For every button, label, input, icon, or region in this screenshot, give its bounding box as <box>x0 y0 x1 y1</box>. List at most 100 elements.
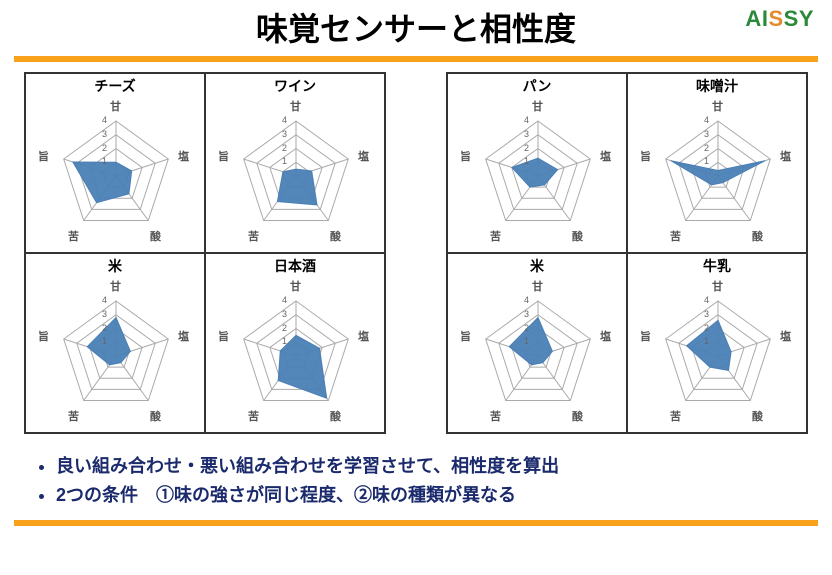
scale-2: 2 <box>524 143 529 153</box>
axis-label-0: 甘 <box>532 98 543 114</box>
axis-label-4: 旨 <box>38 328 49 344</box>
axis-label-1: 塩 <box>780 148 791 164</box>
scale-4: 4 <box>704 295 709 305</box>
radar-cell-0-2: 米 甘塩酸苦旨1234 <box>25 253 205 433</box>
cell-title: ワイン <box>206 74 384 96</box>
scale-1: 1 <box>524 336 529 346</box>
logo: AISSY <box>745 6 814 32</box>
logo-s: S <box>768 6 783 31</box>
axis-label-2: 酸 <box>572 228 583 244</box>
axis-label-3: 苦 <box>248 228 259 244</box>
scale-3: 3 <box>282 309 287 319</box>
axis-label-0: 甘 <box>712 278 723 294</box>
scale-1: 1 <box>282 336 287 346</box>
axis-label-1: 塩 <box>600 328 611 344</box>
bullet-2: 2つの条件 ①味の強さが同じ程度、②味の種類が異なる <box>56 481 796 510</box>
radar-chart: 甘塩酸苦旨1234 <box>456 276 620 426</box>
scale-4: 4 <box>524 295 529 305</box>
cell-title: 米 <box>26 254 204 276</box>
scale-4: 4 <box>102 295 107 305</box>
radar-chart: 甘塩酸 苦 旨 1 2 3 4 <box>214 276 378 426</box>
scale-1: 1 <box>524 156 529 166</box>
scale-2: 2 <box>524 323 529 333</box>
axis-label-3: 苦 <box>670 408 681 424</box>
scale-4: 4 <box>102 115 107 125</box>
axis-label-0: 甘 <box>110 278 121 294</box>
axis-label-0: 甘 <box>712 98 723 114</box>
scale-4: 4 <box>282 295 287 305</box>
axis-label-4: 旨 <box>218 148 229 164</box>
scale-2: 2 <box>282 143 287 153</box>
logo-a: A <box>745 6 761 31</box>
logo-y: Y <box>799 6 814 31</box>
chart-groups: チーズ 甘塩酸苦旨1234 ワイン 甘塩酸苦旨1234 米 甘塩酸苦旨1234 … <box>0 62 832 434</box>
axis-label-0: 甘 <box>290 98 301 114</box>
axis-label-1: 塩 <box>358 148 369 164</box>
radar-chart: 甘塩酸苦旨1234 <box>34 96 198 246</box>
scale-2: 2 <box>704 143 709 153</box>
scale-3: 3 <box>282 129 287 139</box>
scale-3: 3 <box>704 309 709 319</box>
axis-label-2: 酸 <box>752 228 763 244</box>
axis-label-3: 苦 <box>68 408 79 424</box>
group-right: パン 甘塩酸苦旨1234 味噌汁 甘塩酸苦旨1234 米 甘塩酸苦旨1234 牛… <box>446 72 808 434</box>
scale-3: 3 <box>524 309 529 319</box>
radar-cell-1-0: パン 甘塩酸 苦 旨 1 2 3 4 <box>447 73 627 253</box>
axis-label-3: 苦 <box>670 228 681 244</box>
scale-1: 1 <box>704 156 709 166</box>
axis-label-3: 苦 <box>490 408 501 424</box>
axis-label-4: 旨 <box>460 328 471 344</box>
axis-label-3: 苦 <box>68 228 79 244</box>
scale-1: 1 <box>102 156 107 166</box>
cell-title: 米 <box>448 254 626 276</box>
logo-s2: S <box>784 6 799 31</box>
radar-cell-1-3: 牛乳 甘塩酸 苦 旨 1 2 3 4 <box>627 253 807 433</box>
axis-label-0: 甘 <box>110 98 121 114</box>
cell-title: 味噌汁 <box>628 74 806 96</box>
bottom-rule <box>14 520 818 526</box>
axis-label-4: 旨 <box>460 148 471 164</box>
bullet-list: 良い組み合わせ・悪い組み合わせを学習させて、相性度を算出 2つの条件 ①味の強さ… <box>0 434 832 516</box>
axis-label-1: 塩 <box>178 148 189 164</box>
scale-2: 2 <box>704 323 709 333</box>
scale-2: 2 <box>102 143 107 153</box>
scale-2: 2 <box>282 323 287 333</box>
scale-3: 3 <box>524 129 529 139</box>
axis-label-4: 旨 <box>218 328 229 344</box>
radar-chart: 甘塩酸苦旨1234 <box>214 96 378 246</box>
scale-4: 4 <box>704 115 709 125</box>
scale-4: 4 <box>524 115 529 125</box>
radar-cell-1-1: 味噌汁 甘塩酸 苦 旨 1 2 3 4 <box>627 73 807 253</box>
axis-label-1: 塩 <box>600 148 611 164</box>
axis-label-2: 酸 <box>752 408 763 424</box>
radar-cell-0-3: 日本酒 甘塩酸 苦 旨 1 2 3 4 <box>205 253 385 433</box>
axis-label-3: 苦 <box>490 228 501 244</box>
axis-label-1: 塩 <box>780 328 791 344</box>
cell-title: チーズ <box>26 74 204 96</box>
axis-label-1: 塩 <box>178 328 189 344</box>
scale-2: 2 <box>102 323 107 333</box>
radar-cell-0-1: ワイン 甘塩酸苦旨1234 <box>205 73 385 253</box>
cell-title: 日本酒 <box>206 254 384 276</box>
axis-label-0: 甘 <box>290 278 301 294</box>
cell-title: パン <box>448 74 626 96</box>
axis-label-2: 酸 <box>572 408 583 424</box>
scale-1: 1 <box>704 336 709 346</box>
axis-label-2: 酸 <box>330 408 341 424</box>
group-left: チーズ 甘塩酸苦旨1234 ワイン 甘塩酸苦旨1234 米 甘塩酸苦旨1234 … <box>24 72 386 434</box>
radar-cell-0-0: チーズ 甘塩酸苦旨1234 <box>25 73 205 253</box>
axis-label-1: 塩 <box>358 328 369 344</box>
radar-chart: 甘塩酸 苦 旨 1 2 3 4 <box>456 96 620 246</box>
scale-1: 1 <box>282 156 287 166</box>
axis-label-4: 旨 <box>640 328 651 344</box>
header: 味覚センサーと相性度 AISSY <box>0 0 832 50</box>
scale-3: 3 <box>102 129 107 139</box>
cell-title: 牛乳 <box>628 254 806 276</box>
scale-3: 3 <box>704 129 709 139</box>
axis-label-4: 旨 <box>640 148 651 164</box>
axis-label-2: 酸 <box>150 408 161 424</box>
axis-label-3: 苦 <box>248 408 259 424</box>
axis-label-2: 酸 <box>330 228 341 244</box>
scale-3: 3 <box>102 309 107 319</box>
radar-cell-1-2: 米 甘塩酸苦旨1234 <box>447 253 627 433</box>
